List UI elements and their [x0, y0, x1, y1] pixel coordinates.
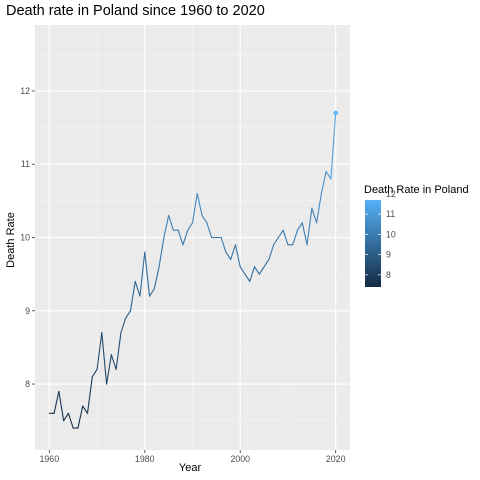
y-tick-label: 12: [20, 86, 30, 96]
x-tick-label: 2020: [326, 454, 346, 464]
x-tick-label: 2000: [230, 454, 250, 464]
series-line-segment: [230, 244, 237, 261]
series-line-segment: [277, 229, 284, 239]
series-line-segment: [282, 229, 289, 246]
series-line-segment: [139, 251, 146, 297]
legend-title: Death Rate in Poland: [364, 184, 469, 196]
series-line-segment: [182, 229, 189, 246]
series-line-segment: [292, 229, 299, 246]
colorbar-tick-label: 10: [386, 229, 396, 239]
series-line-segment: [296, 222, 303, 231]
series-line-segment: [306, 207, 313, 246]
series-line-segment: [196, 192, 203, 217]
series-line-segment: [225, 251, 232, 261]
series-line-segment: [258, 266, 265, 275]
series-line-segment: [158, 236, 165, 268]
series-line-segment: [58, 390, 65, 422]
series-line-segment: [77, 405, 84, 429]
colorbar-tick-label: 12: [386, 189, 396, 199]
series-line-segment: [125, 310, 132, 319]
colorbar-tick-label: 8: [386, 270, 391, 280]
series-line-segment: [115, 332, 122, 370]
chart-title: Death rate in Poland since 1960 to 2020: [6, 3, 265, 19]
last-data-point: [333, 110, 338, 116]
series-line-segment: [320, 171, 327, 195]
series-line-segment: [53, 390, 60, 414]
series-line-segment: [325, 171, 332, 180]
series-line-segment: [234, 244, 241, 268]
series-line-segment: [101, 332, 108, 385]
series-line-segment: [153, 266, 160, 290]
x-tick-label: 1980: [135, 454, 155, 464]
series-line-segment: [301, 222, 308, 246]
colorbar-tick-label: 9: [386, 250, 391, 260]
series-line-segment: [273, 236, 279, 246]
series-line-segment: [163, 214, 170, 239]
series-line-segment: [86, 376, 93, 414]
y-tick-label: 9: [25, 306, 30, 316]
series-line-segment: [82, 405, 89, 414]
series-line-segment: [144, 251, 151, 297]
series-line-segment: [311, 207, 318, 224]
series-line-segment: [148, 288, 155, 297]
series-line-segment: [67, 412, 74, 429]
x-tick-label: 1960: [40, 454, 60, 464]
series-line-segment: [191, 192, 198, 224]
series-line-segment: [120, 317, 127, 334]
series-line-segment: [220, 236, 227, 253]
series-line-segment: [129, 280, 136, 312]
series-line-segment: [91, 368, 98, 378]
series-line-segment: [268, 244, 275, 261]
series-line-segment: [316, 192, 322, 224]
series-line-segment: [206, 222, 213, 239]
series-line-segment: [244, 273, 251, 283]
colorbar: [365, 200, 381, 287]
series-line-segment: [187, 222, 194, 231]
series-line-segment: [110, 354, 117, 370]
series-line-segment: [330, 112, 337, 180]
colorbar-tick-label: 11: [386, 209, 395, 219]
series-line-segment: [249, 266, 256, 283]
series-line-segment: [106, 354, 112, 385]
series-line-segment: [63, 412, 69, 422]
series-line-segment: [239, 266, 246, 275]
series-line-segment: [253, 266, 260, 275]
series-line-segment: [96, 332, 103, 370]
series-line-segment: [177, 229, 184, 246]
y-tick-label: 10: [20, 233, 30, 243]
y-axis-label: Death Rate: [5, 212, 17, 268]
series-line-segment: [201, 214, 208, 224]
x-axis-label: Year: [178, 462, 202, 474]
series-line-segment: [134, 280, 141, 297]
series-line-segment: [263, 258, 270, 268]
y-tick-label: 8: [25, 379, 30, 389]
series-line-segment: [168, 214, 174, 231]
y-tick-label: 11: [21, 159, 30, 169]
